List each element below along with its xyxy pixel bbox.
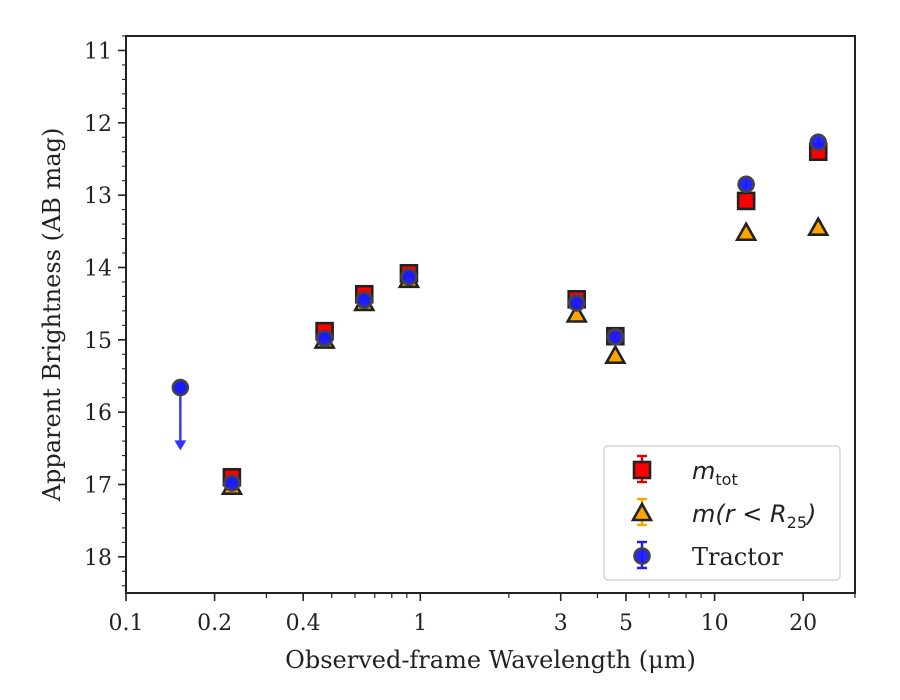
y-tick-label: 18: [84, 546, 112, 571]
upper-limit: [171, 378, 190, 451]
x-tick-label: 0.4: [286, 611, 321, 636]
y-tick-label: 15: [84, 329, 112, 354]
series-2: [223, 133, 828, 492]
legend-marker: [632, 460, 652, 480]
y-tick-label: 17: [84, 473, 112, 498]
y-tick-label: 16: [84, 401, 112, 426]
series-0: [222, 142, 828, 487]
legend-label: mtot: [692, 457, 738, 489]
x-tick-label: 0.1: [109, 611, 144, 636]
data-point: [606, 328, 625, 346]
x-axis-label: Observed-frame Wavelength (μm): [285, 646, 696, 674]
legend-box: [603, 445, 841, 581]
legend-item: m(r < R25): [630, 497, 816, 532]
data-point: [604, 344, 627, 365]
plot-frame: [125, 35, 856, 594]
y-tick-label: 13: [84, 184, 112, 209]
data-point: [355, 291, 374, 309]
data-point: [223, 474, 241, 492]
x-tick-label: 5: [619, 611, 633, 636]
data-point: [565, 302, 588, 323]
x-tick-label: 20: [789, 611, 817, 636]
x-tick-label: 10: [701, 611, 729, 636]
chart-marks: [171, 133, 830, 495]
data-point: [400, 268, 418, 286]
y-tick-label: 14: [84, 256, 112, 281]
data-point: [737, 175, 755, 194]
data-point: [734, 221, 758, 242]
data-point: [315, 329, 334, 348]
legend: mtot m(r < R25) Tractor: [603, 445, 841, 581]
legend-marker: [630, 501, 654, 522]
x-tick-label: 1: [413, 611, 427, 636]
legend-label: Tractor: [692, 543, 783, 571]
legend-item: Tractor: [633, 540, 783, 571]
legend-label: m(r < R25): [692, 500, 816, 532]
y-axis-label: Apparent Brightness (AB mag): [38, 128, 66, 503]
upper-limit-arrowhead: [174, 440, 187, 451]
data-point: [567, 294, 586, 312]
upper-limit-point: [171, 378, 190, 397]
y-tick-label: 12: [84, 112, 112, 137]
data-point: [736, 191, 756, 211]
x-tick-label: 3: [554, 611, 568, 636]
data-point: [807, 216, 830, 236]
legend-marker: [633, 547, 651, 565]
data-point: [809, 133, 828, 152]
x-tick-label: 0.2: [197, 611, 232, 636]
y-tick-label: 11: [84, 39, 112, 64]
legend-item: mtot: [632, 454, 738, 489]
